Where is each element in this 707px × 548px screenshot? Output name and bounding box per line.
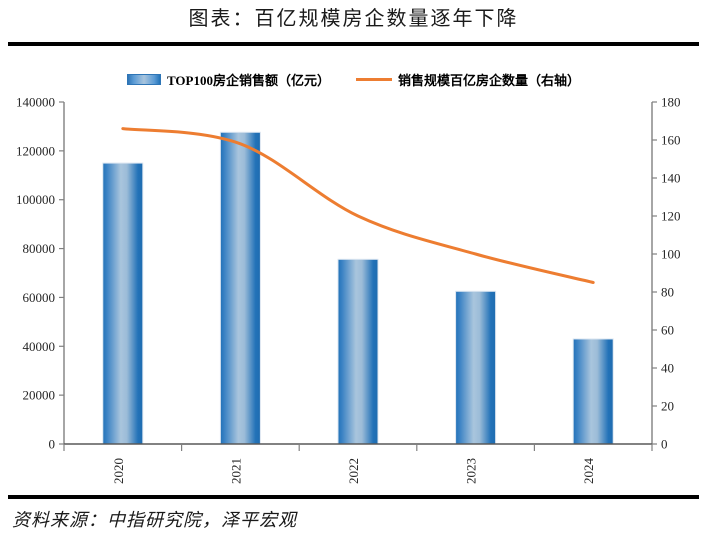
svg-text:60000: 60000 <box>23 290 56 305</box>
legend-item-line: 销售规模百亿房企数量（右轴） <box>355 70 580 89</box>
left-axis: 140000 120000 100000 80000 60000 40000 20000 0 <box>16 95 65 452</box>
svg-text:0: 0 <box>49 437 56 452</box>
divider-top <box>8 42 699 46</box>
legend-item-bars: TOP100房企销售额（亿元） <box>126 70 330 89</box>
line-series <box>121 127 595 284</box>
svg-text:20: 20 <box>661 399 674 414</box>
svg-text:160: 160 <box>661 133 681 148</box>
bar-swatch-icon <box>126 73 161 85</box>
category-tick-2020: 2020 <box>111 458 126 484</box>
svg-text:100: 100 <box>661 247 681 262</box>
plot-area: 140000 120000 100000 80000 60000 40000 20000 0 … <box>0 92 707 492</box>
svg-text:140000: 140000 <box>16 95 55 110</box>
svg-text:0: 0 <box>661 437 668 452</box>
chart-canvas: 140000120000100000800006000040000200000 … <box>16 95 681 485</box>
source-note: 资料来源：中指研究院，泽平宏观 <box>12 510 297 530</box>
svg-text:80000: 80000 <box>23 241 56 256</box>
page-title: 图表：百亿规模房企数量逐年下降 <box>188 8 519 30</box>
category-tick-2024: 2024 <box>581 458 596 485</box>
divider-bottom <box>8 495 699 499</box>
bar-2022 <box>337 258 379 445</box>
legend-label-line: 销售规模百亿房企数量（右轴） <box>397 72 580 88</box>
svg-text:60: 60 <box>661 323 674 338</box>
title-block: 图表：百亿规模房企数量逐年下降 <box>0 0 707 48</box>
svg-text:140: 140 <box>661 171 681 186</box>
svg-text:40000: 40000 <box>23 339 56 354</box>
svg-text:180: 180 <box>661 95 681 110</box>
svg-text:40: 40 <box>661 361 674 376</box>
category-tick-2022: 2022 <box>346 458 361 484</box>
svg-text:120: 120 <box>661 209 681 224</box>
bar-2020 <box>102 162 144 445</box>
svg-text:20000: 20000 <box>23 388 56 403</box>
legend-label-bars: TOP100房企销售额（亿元） <box>166 72 330 88</box>
bar-2024 <box>572 338 614 445</box>
category-axis: 2020 2021 2022 2023 2024 <box>63 443 653 485</box>
right-axis: 180 160 140 120 100 80 60 40 20 0 <box>651 95 681 452</box>
bar-2021 <box>219 131 261 445</box>
chart-legend: TOP100房企销售额（亿元） 销售规模百亿房企数量（右轴） <box>0 66 707 92</box>
bar-2023 <box>455 290 497 445</box>
category-tick-2023: 2023 <box>464 458 479 484</box>
line-path <box>121 127 595 284</box>
svg-text:120000: 120000 <box>16 143 55 158</box>
category-tick-2021: 2021 <box>228 458 243 484</box>
line-swatch-icon <box>355 77 392 81</box>
svg-text:100000: 100000 <box>16 192 55 207</box>
svg-text:80: 80 <box>661 285 674 300</box>
bar-series <box>102 131 614 445</box>
